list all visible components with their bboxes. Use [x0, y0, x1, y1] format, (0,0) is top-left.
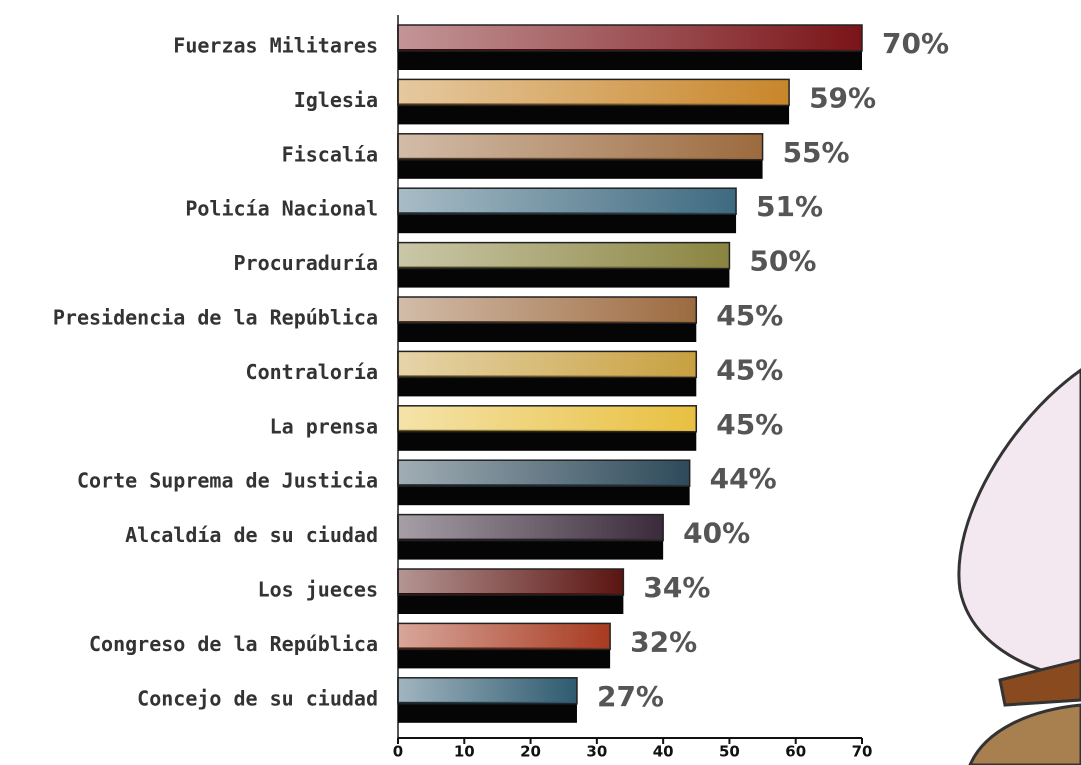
- x-tick-label: 60: [785, 743, 806, 761]
- category-label: Concejo de su ciudad: [137, 686, 378, 710]
- bar: [397, 296, 698, 324]
- category-label: Policía Nacional: [185, 197, 378, 221]
- value-label: 32%: [630, 625, 697, 658]
- category-label: Fiscalía: [282, 142, 378, 166]
- bar-shadow: [398, 484, 690, 506]
- x-tick-label: 30: [586, 743, 607, 761]
- value-label: 59%: [809, 81, 876, 114]
- category-label: Corte Suprema de Justicia: [77, 469, 378, 493]
- category-label: Los jueces: [258, 578, 378, 602]
- bar-shadow: [398, 593, 624, 614]
- category-label: Iglesia: [294, 88, 378, 112]
- bar-shadow: [398, 701, 577, 723]
- value-label: 40%: [683, 517, 750, 550]
- bar-shadow: [398, 103, 790, 125]
- bar-shadow: [398, 49, 862, 70]
- x-tick-label: 0: [393, 743, 403, 761]
- value-label: 55%: [783, 136, 850, 169]
- category-label: Fuerzas Militares: [173, 34, 378, 58]
- category-label: Contraloría: [246, 360, 378, 384]
- value-label: 50%: [749, 245, 816, 278]
- value-label: 44%: [710, 462, 777, 495]
- bar: [397, 78, 790, 107]
- category-label: La prensa: [270, 414, 378, 438]
- bar: [397, 24, 863, 52]
- value-label: 45%: [716, 299, 783, 332]
- category-label: Congreso de la República: [89, 632, 378, 656]
- bar: [397, 405, 698, 433]
- bar: [397, 677, 578, 705]
- value-label: 70%: [882, 27, 949, 60]
- bar: [397, 187, 737, 215]
- value-label: 51%: [756, 190, 823, 223]
- bar-shadow: [398, 212, 737, 234]
- x-tick-label: 40: [653, 743, 674, 761]
- x-tick-label: 70: [852, 743, 873, 761]
- x-tick-label: 20: [520, 743, 541, 761]
- bar-shadow: [398, 321, 697, 342]
- bar-shadow: [398, 375, 697, 397]
- bar: [397, 622, 611, 651]
- category-label: Presidencia de la República: [53, 306, 378, 330]
- bar-shadow: [398, 647, 611, 669]
- x-tick-label: 10: [454, 743, 475, 761]
- bar: [397, 513, 664, 542]
- bar: [397, 241, 731, 270]
- category-label: Procuraduría: [234, 251, 379, 275]
- bar-shadow: [398, 266, 730, 288]
- value-label: 27%: [597, 680, 664, 713]
- bar: [397, 459, 691, 487]
- value-label: 34%: [643, 571, 710, 604]
- bar-shadow: [398, 538, 664, 560]
- value-label: 45%: [716, 408, 783, 441]
- bar-shadow: [398, 429, 697, 451]
- bar: [397, 133, 764, 161]
- bar: [397, 350, 698, 379]
- bar-shadow: [398, 157, 763, 179]
- illustration: [957, 368, 1081, 765]
- bar: [397, 568, 625, 596]
- value-label: 45%: [716, 353, 783, 386]
- category-label: Alcaldía de su ciudad: [125, 523, 378, 547]
- x-tick-label: 50: [719, 743, 740, 761]
